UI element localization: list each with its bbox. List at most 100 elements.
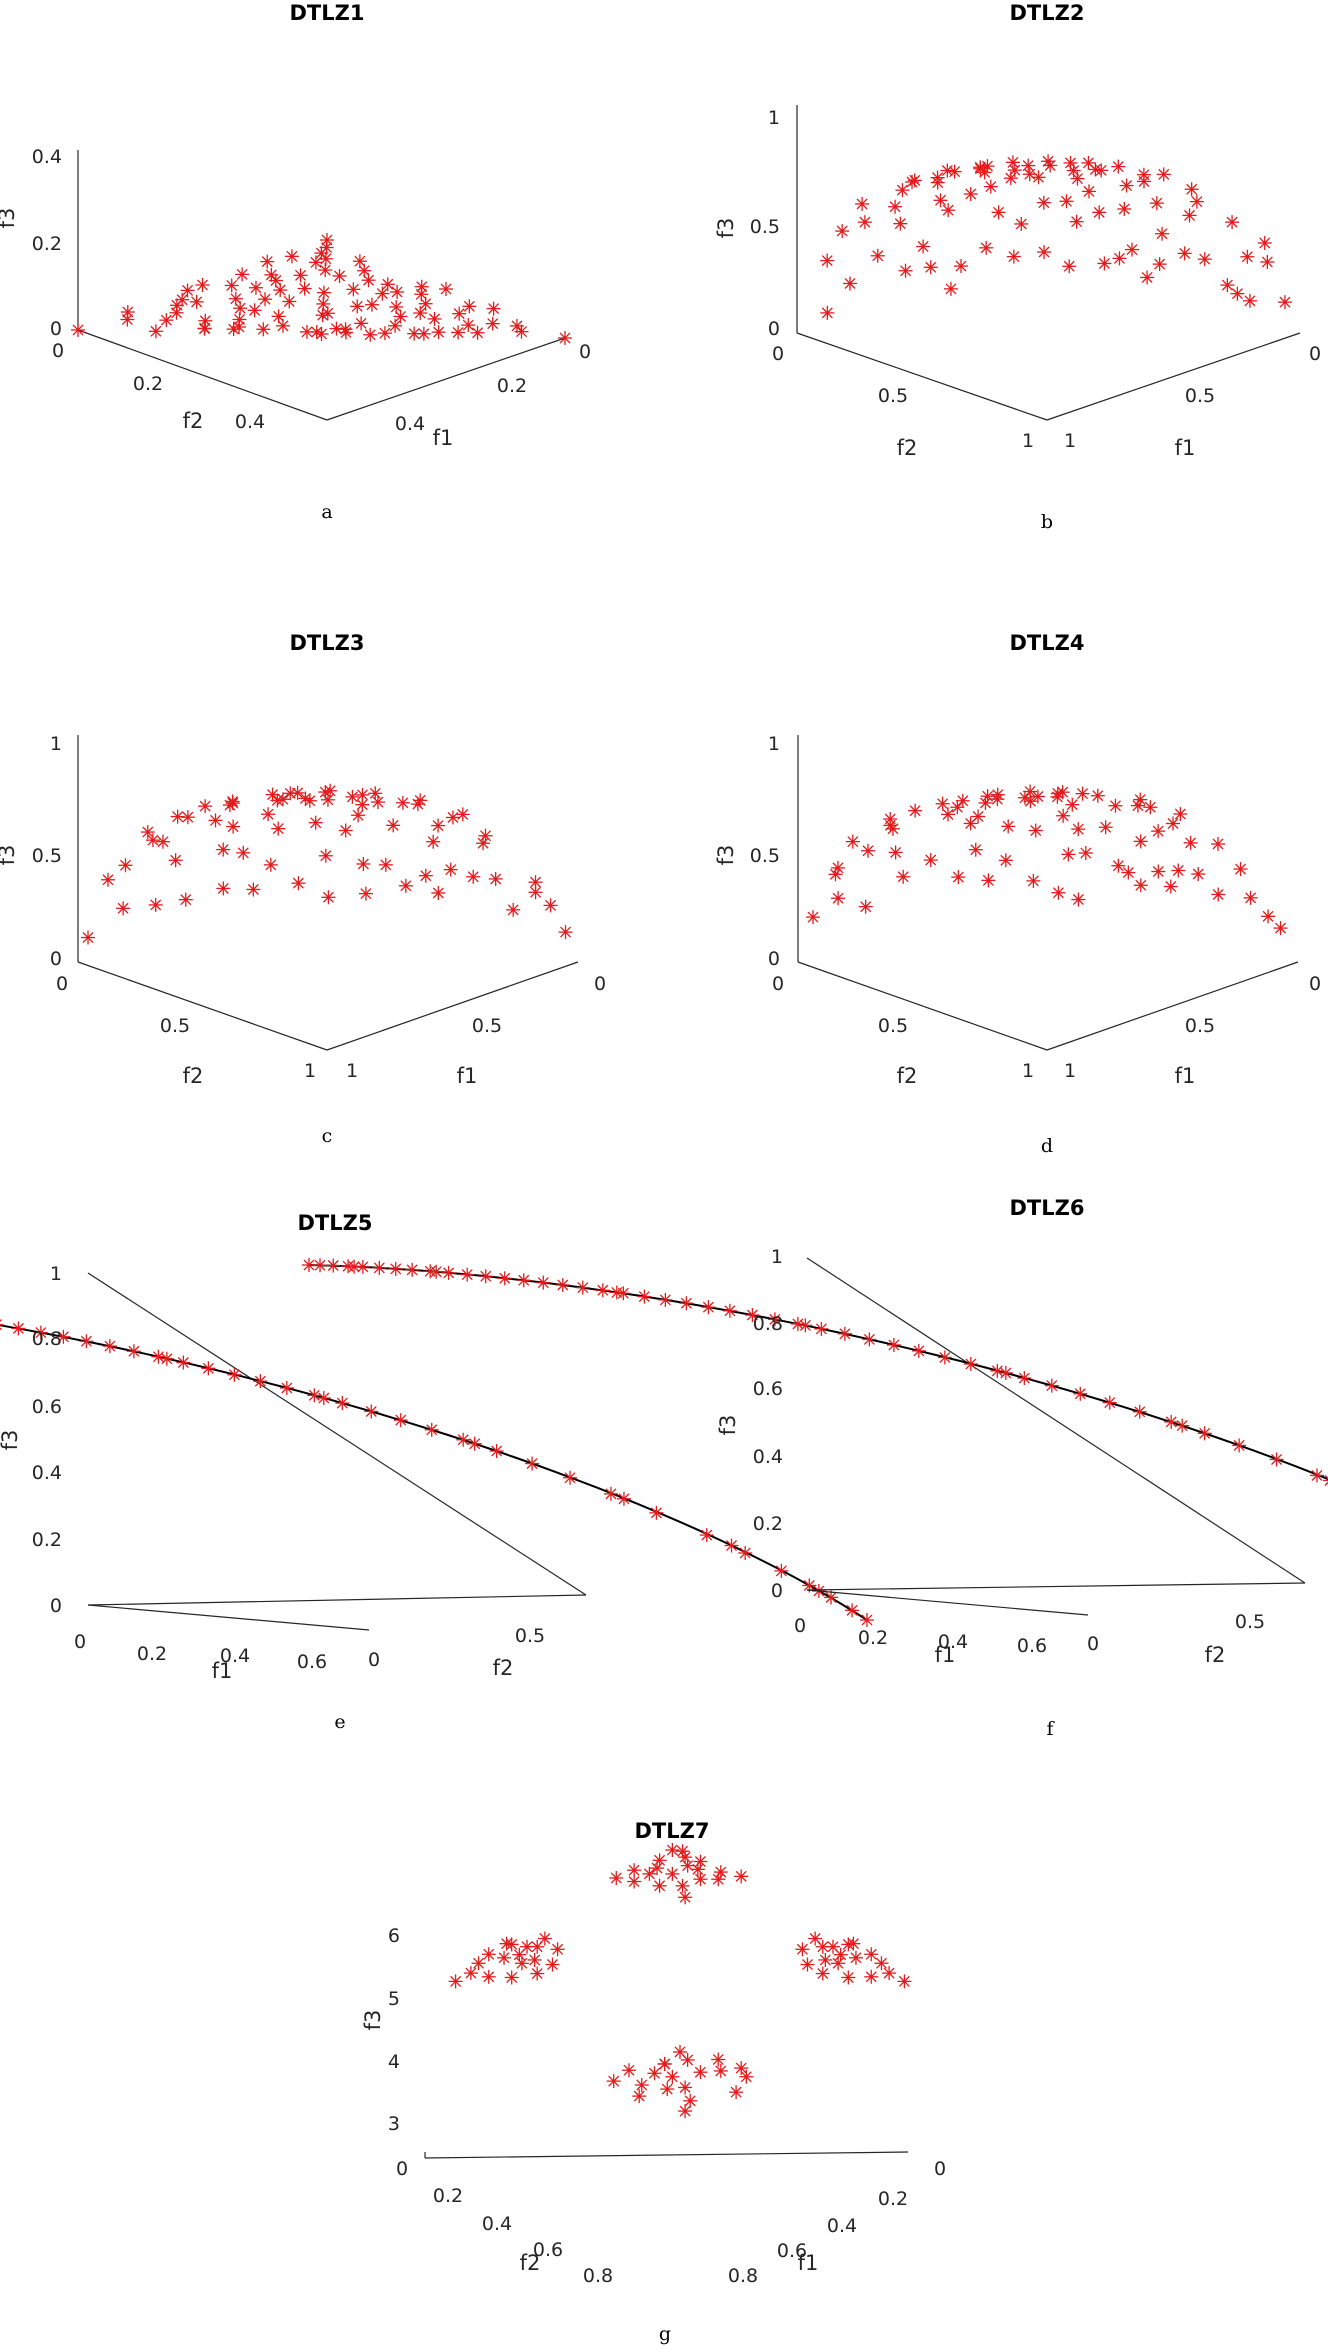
f1-tick-label: 0 [1309,343,1321,365]
data-point [941,807,955,822]
data-point [176,1355,191,1370]
data-point [405,1262,420,1277]
data-point [386,818,401,833]
f1-tick-label: 0.4 [827,2215,857,2237]
data-point [514,324,529,339]
data-point [201,1361,216,1376]
f2-tick-label: 0.6 [533,2239,563,2261]
data-point [1130,798,1145,813]
data-point [893,216,908,231]
f1-tick-label: 0 [594,973,606,995]
data-point [226,819,241,834]
f2-tick-label: 0.5 [1235,1611,1265,1633]
f1-tick-label: 0.5 [472,1015,502,1037]
data-point [497,1950,512,1965]
data-point [1043,158,1058,173]
data-point [488,871,503,886]
f2-axis-line [796,332,1048,421]
data-point [424,1422,439,1437]
data-point [116,901,131,916]
data-point [734,2061,749,2076]
data-point [260,254,275,269]
axis-frame [424,2151,909,2159]
data-point [1155,226,1170,241]
data-point [293,268,308,283]
data-point [461,318,476,333]
series-points [302,1258,1328,1486]
data-point [905,175,920,190]
data-point [504,1937,519,1952]
f3-tick-label: 0 [768,318,780,340]
data-point [882,1966,897,1981]
data-point [806,910,821,925]
f3-tick-label: 1 [50,1263,62,1285]
data-point [647,2066,662,2081]
f1-tick-label: 0.6 [297,1651,327,1673]
data-point [1322,1474,1328,1486]
data-point [79,1334,94,1349]
data-point [282,294,297,309]
data-point [512,1947,527,1962]
data-point [426,834,441,849]
data-point [414,287,429,302]
f1-axis-label: f1 [935,1643,956,1667]
data-point [486,301,501,316]
f1-tick-label: 0.4 [220,1645,250,1667]
data-point [1156,167,1171,182]
data-point [1062,259,1077,274]
data-point [713,2063,728,2078]
f2-tick-label: 0.4 [482,2213,512,2235]
data-point [634,2078,649,2092]
data-point [321,890,336,905]
f1-axis-line [326,961,579,1051]
f3-tick-label: 0.4 [32,146,62,168]
data-point [937,1350,952,1365]
data-point [1151,864,1166,879]
data-point [963,1356,978,1371]
data-point [896,869,911,884]
f2-tick-label: 0 [1087,1633,1099,1655]
data-point [652,1878,667,1893]
f1-axis-line [806,1589,1089,1616]
data-point [1021,158,1036,173]
data-point [413,306,428,321]
data-point [318,263,333,278]
data-point [235,267,250,282]
data-point [537,1931,552,1946]
data-point [390,284,405,299]
data-point [998,1365,1013,1380]
axis-frame [806,1257,1306,1616]
f3-tick-label: 0.2 [32,233,62,255]
f1-axis-label: f1 [1175,1064,1196,1088]
chart-panel-dtlz4: 0 0.5 1 0 0.5 1 0 0.5 1 DTLZ4 f1 f2 f3 d [714,631,1321,1157]
f3-tick-label: 0 [50,318,62,340]
data-point [963,816,978,831]
data-point [627,1863,642,1878]
data-point [1133,878,1148,893]
f2-tick-label: 1 [304,1060,316,1082]
data-point [445,810,460,825]
data-point [1183,835,1198,850]
f3-tick-label: 1 [50,733,62,755]
data-point [1112,251,1127,266]
data-point [558,331,572,345]
data-point [603,1486,618,1501]
data-point [1171,863,1186,878]
data-point [1090,788,1105,803]
data-point [178,892,193,907]
f2-axis-label: f2 [897,436,918,460]
panel-caption: a [321,501,332,523]
data-point [169,298,184,313]
data-point [980,789,995,804]
data-point [857,215,872,230]
data-point [536,1275,551,1290]
f2-tick-label: 0.5 [160,1015,190,1037]
data-point [431,818,446,833]
f3-axis-line [806,1257,1306,1584]
data-point [270,793,285,808]
data-point [81,930,96,945]
data-point [100,872,115,887]
data-point [416,326,431,341]
data-point [418,868,433,883]
